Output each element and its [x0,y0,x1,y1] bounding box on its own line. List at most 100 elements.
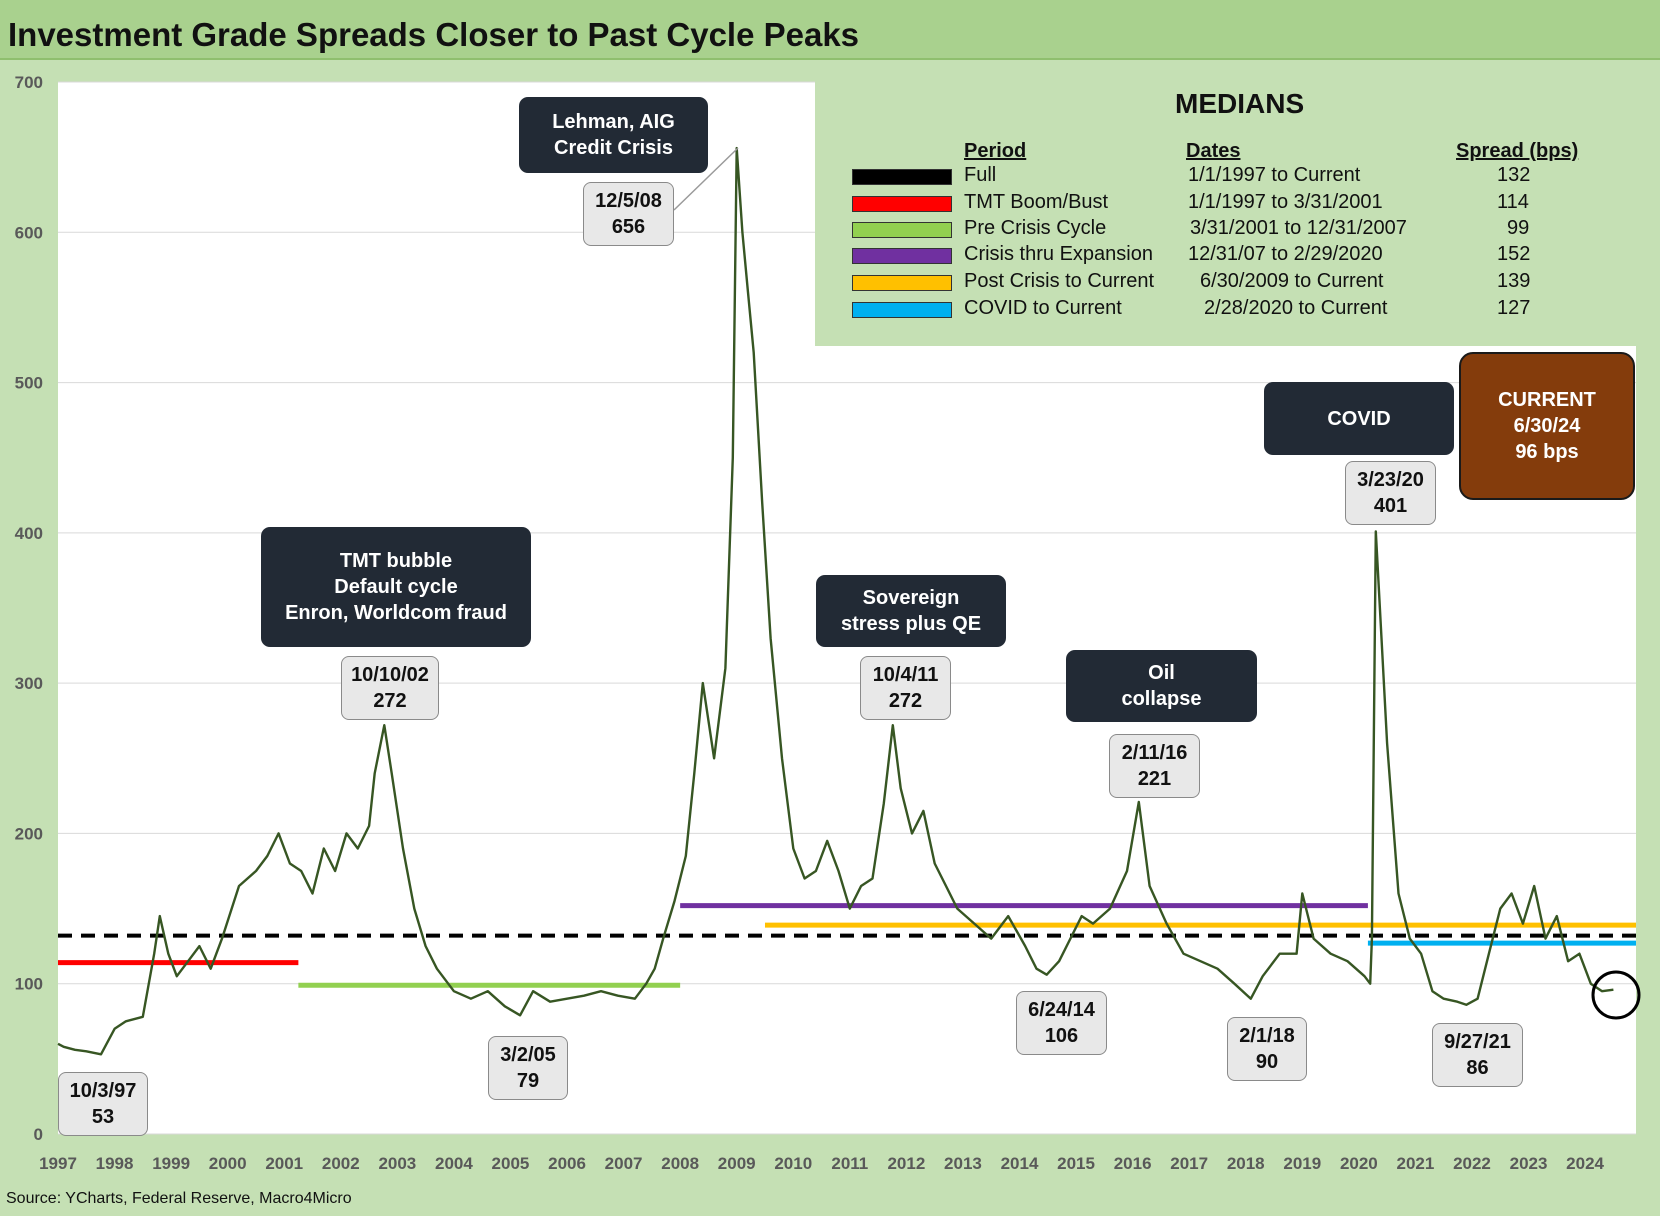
x-tick-label: 2001 [265,1154,303,1173]
callout-line: collapse [1121,688,1202,710]
point-label-value: 53 [91,1106,115,1128]
median-dates: 2/28/2020 to Current [1204,297,1388,319]
x-tick-label: 2015 [1057,1154,1095,1173]
point-label-value: 106 [1044,1025,1079,1047]
point-label-value: 221 [1137,768,1172,790]
median-spread: 99 [1507,217,1530,239]
point-label-date: 9/27/21 [1444,1031,1511,1053]
y-tick-label: 200 [15,824,43,843]
callout-line: Oil [1148,662,1175,684]
swatch-pre-crisis [852,222,952,238]
point-label-value: 90 [1255,1051,1279,1073]
callout-tmt: TMT bubble Default cycle Enron, Worldcom… [261,527,531,647]
x-tick-label: 2002 [322,1154,360,1173]
callout-lehman: Lehman, AIG Credit Crisis [519,97,708,173]
callout-oil: Oil collapse [1066,650,1257,722]
x-tick-label: 2011 [831,1154,868,1173]
callout-line: Default cycle [334,576,458,598]
x-tick-label: 2023 [1510,1154,1548,1173]
medians-header-dates: Dates [1186,140,1241,162]
callout-line: TMT bubble [339,550,453,572]
swatch-tmt [852,196,952,212]
point-label-2005: 3/2/05 79 [488,1036,568,1100]
x-tick-label: 2005 [492,1154,530,1173]
callout-line: stress plus QE [840,613,982,635]
x-tick-label: 2020 [1340,1154,1378,1173]
x-tick-label: 2012 [887,1154,925,1173]
point-label-2020: 3/23/20 401 [1345,461,1436,525]
median-dates: 3/31/2001 to 12/31/2007 [1190,217,1407,239]
y-tick-label: 500 [15,374,43,393]
point-label-value: 272 [373,690,407,712]
x-tick-label: 2019 [1283,1154,1321,1173]
current-line: 96 bps [1515,441,1579,463]
y-axis-ticks: 0 100 200 300 400 500 600 700 [15,73,43,1144]
x-tick-label: 2018 [1227,1154,1265,1173]
point-label-date: 10/4/11 [872,664,939,686]
swatch-post-crisis [852,275,952,291]
x-tick-label: 2024 [1566,1154,1604,1173]
callout-covid: COVID [1264,382,1454,455]
current-line: CURRENT [1498,389,1596,411]
x-tick-label: 1997 [39,1154,77,1173]
source-note: Source: YCharts, Federal Reserve, Macro4… [6,1190,352,1207]
point-label-date: 6/24/14 [1028,999,1095,1021]
x-tick-label: 2017 [1170,1154,1208,1173]
median-period: Pre Crisis Cycle [964,217,1107,239]
point-label-date: 12/5/08 [595,190,662,212]
median-period: TMT Boom/Bust [964,191,1109,213]
lehman-leader-line [673,147,739,211]
current-line: 6/30/24 [1513,415,1581,437]
median-spread: 114 [1497,191,1529,213]
x-tick-label: 2022 [1453,1154,1491,1173]
point-label-2018: 2/1/18 90 [1227,1017,1307,1081]
callout-line: Sovereign [862,587,960,609]
x-axis-ticks: 1997 1998 1999 2000 2001 2002 2003 2004 2005 2006… [39,1154,1604,1173]
y-tick-label: 400 [15,524,43,543]
median-period: Crisis thru Expansion [964,243,1153,265]
point-label-value: 79 [516,1070,540,1092]
swatch-covid [852,302,952,318]
medians-header-period: Period [964,140,1027,162]
median-dates: 1/1/1997 to Current [1188,164,1361,186]
point-label-date: 2/1/18 [1239,1025,1295,1047]
x-tick-label: 2004 [435,1154,473,1173]
x-tick-label: 2009 [718,1154,756,1173]
callout-line: Enron, Worldcom fraud [285,602,507,624]
x-tick-label: 2007 [605,1154,643,1173]
point-label-date: 10/10/02 [351,664,429,686]
callout-line: Lehman, AIG [552,111,675,133]
median-spread: 127 [1497,297,1531,319]
point-label-2016: 2/11/16 221 [1109,734,1200,798]
x-tick-label: 2000 [209,1154,247,1173]
spread-series-line [57,146,1614,1056]
medians-header-spread: Spread (bps) [1456,140,1579,162]
x-tick-label: 2021 [1397,1154,1435,1173]
swatch-crisis-thru-expansion [852,248,952,264]
callout-current: CURRENT 6/30/24 96 bps [1459,352,1635,500]
callout-line: Credit Crisis [554,137,673,159]
x-tick-label: 2003 [378,1154,416,1173]
point-label-value: 401 [1373,495,1408,517]
chart-title: Investment Grade Spreads Closer to Past … [8,16,860,53]
medians-title: MEDIANS [1175,88,1305,119]
median-dates: 12/31/07 to 2/29/2020 [1188,243,1383,265]
callout-line: COVID [1327,407,1391,430]
x-tick-label: 2008 [661,1154,699,1173]
point-label-value: 272 [888,690,923,712]
title-bar: Investment Grade Spreads Closer to Past … [0,0,1660,60]
current-circle-marker [1591,970,1641,1020]
y-tick-label: 300 [15,674,43,693]
x-tick-label: 2006 [548,1154,586,1173]
point-label-2002: 10/10/02 272 [341,656,439,720]
point-label-date: 3/23/20 [1357,469,1424,491]
point-label-date: 3/2/05 [500,1044,556,1066]
y-tick-label: 0 [34,1125,43,1144]
median-spread: 132 [1497,164,1531,186]
callout-sovereign: Sovereign stress plus QE [816,575,1006,647]
y-tick-label: 700 [15,73,43,92]
median-period: Full [964,164,997,186]
median-dates: 1/1/1997 to 3/31/2001 [1188,191,1383,213]
point-label-2011: 10/4/11 272 [860,656,951,720]
median-period: Post Crisis to Current [964,270,1155,292]
